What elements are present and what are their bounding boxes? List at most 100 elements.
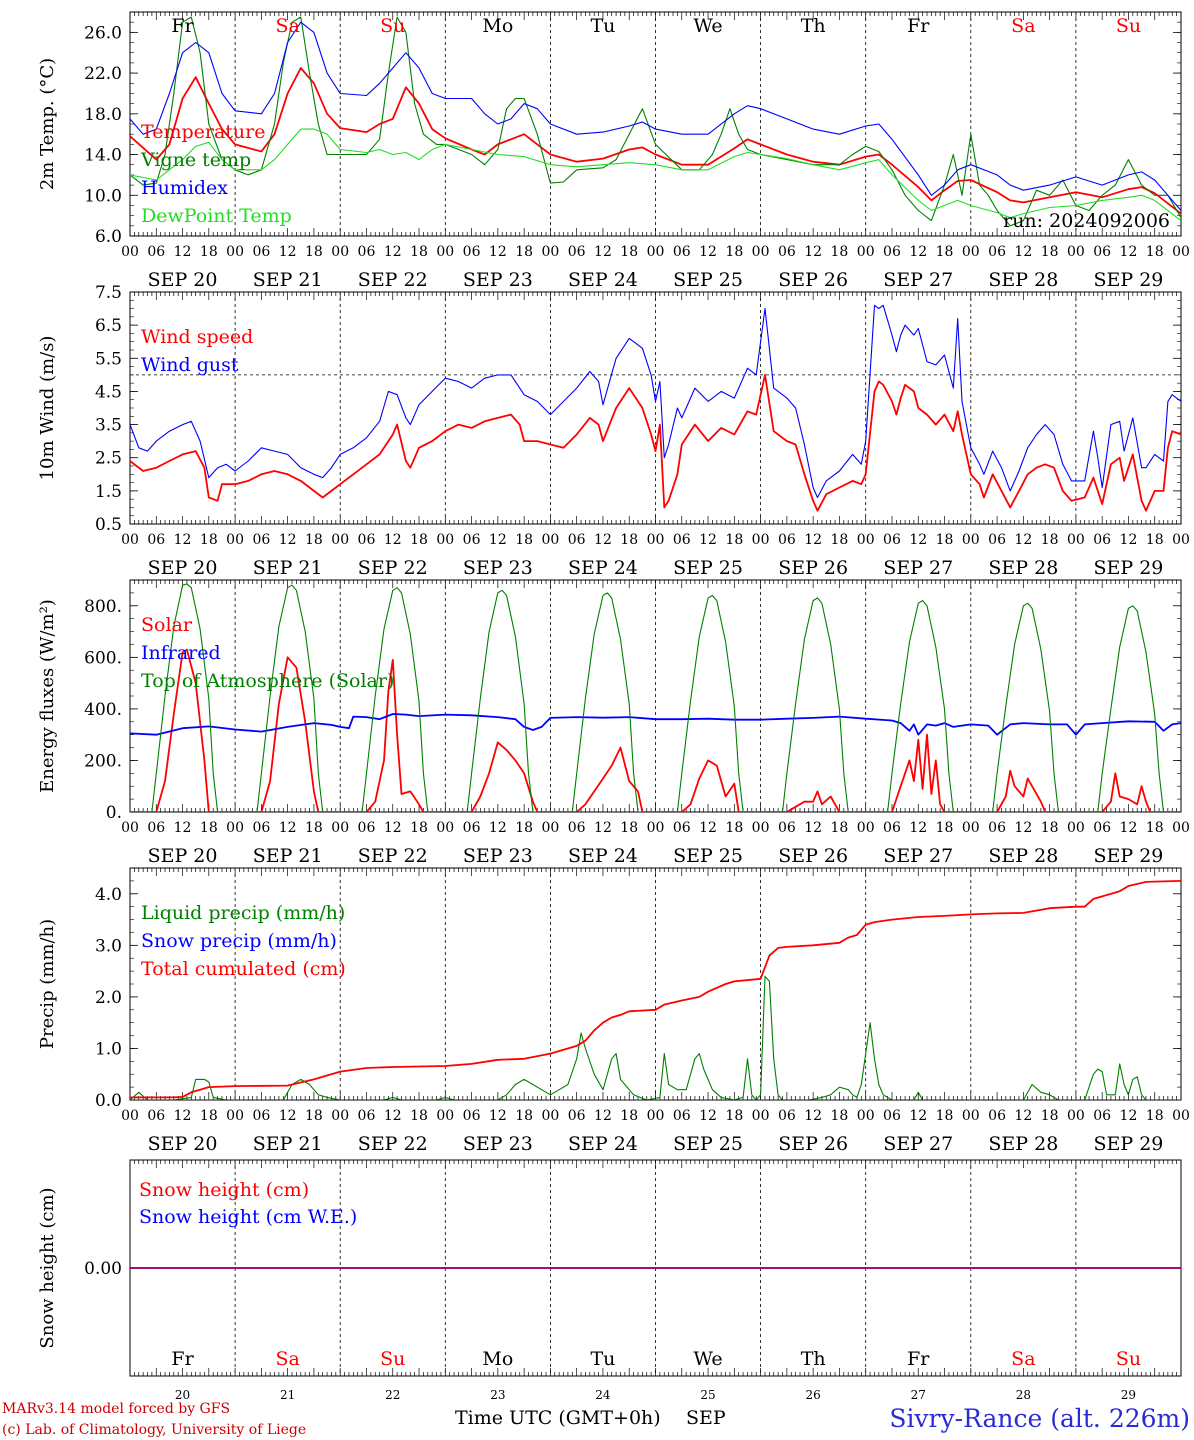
hour-label: 12 (804, 244, 822, 260)
hour-label: 00 (1172, 532, 1190, 548)
hour-label: 06 (568, 1108, 586, 1124)
hour-label: 12 (804, 532, 822, 548)
legend-entry: Wind speed (141, 326, 253, 348)
date-label: SEP 23 (463, 1133, 533, 1155)
hour-label: 18 (305, 1108, 323, 1124)
date-label: SEP 29 (1094, 557, 1164, 579)
date-label: SEP 24 (568, 557, 638, 579)
hour-label: 12 (699, 1108, 717, 1124)
y-tick-label: 26.0 (84, 23, 122, 43)
date-label: SEP 21 (253, 845, 323, 867)
hour-label: 18 (200, 532, 218, 548)
hour-label: 06 (568, 532, 586, 548)
hour-label: 00 (1172, 244, 1190, 260)
date-label: SEP 25 (673, 845, 743, 867)
hour-label: 18 (200, 244, 218, 260)
day-name-bottom: Sa (1011, 1348, 1035, 1370)
hour-label: 06 (463, 1108, 481, 1124)
hour-label: 18 (936, 820, 954, 836)
hour-label: 00 (541, 244, 559, 260)
time-axis-label: Time UTC (GMT+0h) (455, 1407, 661, 1429)
hour-label: 00 (962, 532, 980, 548)
hour-label: 12 (909, 1108, 927, 1124)
hour-label: 12 (1014, 1108, 1032, 1124)
hour-label: 12 (1014, 244, 1032, 260)
day-name-top: Su (380, 15, 405, 37)
date-label: SEP 27 (883, 269, 953, 291)
hour-label: 18 (620, 1108, 638, 1124)
y-tick-label: 2.5 (95, 449, 122, 469)
date-label: SEP 22 (358, 269, 428, 291)
hour-label: 00 (752, 244, 770, 260)
hour-label: 18 (831, 244, 849, 260)
y-tick-label: 0. (106, 803, 122, 823)
hour-label: 06 (358, 820, 376, 836)
hour-label: 18 (725, 1108, 743, 1124)
hour-label: 18 (410, 1108, 428, 1124)
hour-label: 06 (988, 244, 1006, 260)
hour-label: 12 (594, 532, 612, 548)
legend-entry: Snow height (cm W.E.) (139, 1206, 357, 1228)
series-line-1 (130, 67, 1181, 215)
day-name-bottom: Fr (171, 1348, 194, 1370)
date-label: SEP 20 (148, 557, 218, 579)
series-group (130, 880, 1181, 1100)
credit-line-2: (c) Lab. of Climatology, University of L… (2, 1422, 306, 1438)
y-tick-label: 5.5 (95, 349, 122, 369)
date-label: SEP 29 (1094, 269, 1164, 291)
day-number: 29 (1121, 1388, 1136, 1402)
hour-label: 00 (962, 1108, 980, 1124)
hour-label: 00 (331, 244, 349, 260)
legend-entry: Solar (141, 614, 193, 636)
y-tick-label: 0.00 (84, 1259, 122, 1279)
panel-5: 0.00 Snow height (cm) Snow height (cm) Snow… (37, 1159, 1182, 1402)
hour-label: 18 (200, 1108, 218, 1124)
hour-label: 12 (699, 532, 717, 548)
hour-label: 12 (594, 820, 612, 836)
hour-label: 00 (962, 820, 980, 836)
series-line-3 (130, 21, 1181, 211)
hour-label: 18 (305, 820, 323, 836)
hour-label: 18 (515, 820, 533, 836)
day-number: 28 (1016, 1388, 1031, 1402)
series-line-1 (130, 648, 1181, 812)
hour-label: 00 (647, 532, 665, 548)
hour-label: 12 (174, 244, 192, 260)
hour-label: 12 (1014, 820, 1032, 836)
hour-label: 00 (857, 1108, 875, 1124)
day-name-top: Sa (275, 15, 299, 37)
series-line-3 (130, 880, 1181, 1099)
series-line-4 (130, 128, 1181, 222)
day-name-top: Fr (171, 15, 194, 37)
hour-label: 18 (831, 532, 849, 548)
date-label: SEP 27 (883, 845, 953, 867)
hour-label: 06 (147, 244, 165, 260)
hour-label: 00 (647, 244, 665, 260)
hour-label: 06 (778, 244, 796, 260)
y-axis-label: 10m Wind (m/s) (37, 336, 58, 481)
hour-label: 18 (831, 820, 849, 836)
date-label: SEP 25 (673, 1133, 743, 1155)
y-tick-label: 400. (84, 700, 122, 720)
hour-label: 06 (463, 820, 481, 836)
run-label: run: 2024092006 (1003, 210, 1170, 232)
hour-label: 00 (857, 820, 875, 836)
date-label: SEP 27 (883, 557, 953, 579)
hour-label: 00 (647, 820, 665, 836)
legend-entry: Temperature (141, 121, 265, 143)
hour-label: 06 (252, 820, 270, 836)
date-label: SEP 22 (358, 557, 428, 579)
day-name-bottom: Su (1116, 1348, 1141, 1370)
y-tick-label: 3.0 (95, 936, 122, 956)
hour-label: 06 (1093, 1108, 1111, 1124)
legend-entry: Snow precip (mm/h) (141, 930, 337, 952)
hour-label: 00 (1067, 1108, 1085, 1124)
hour-label: 06 (883, 820, 901, 836)
hour-label: 12 (1014, 532, 1032, 548)
day-name-bottom: We (693, 1348, 722, 1370)
hour-label: 00 (331, 532, 349, 548)
hour-label: 00 (121, 244, 139, 260)
hour-label: 00 (541, 820, 559, 836)
hour-label: 18 (1041, 244, 1059, 260)
legend-entry: Total cumulated (cm) (141, 958, 346, 980)
